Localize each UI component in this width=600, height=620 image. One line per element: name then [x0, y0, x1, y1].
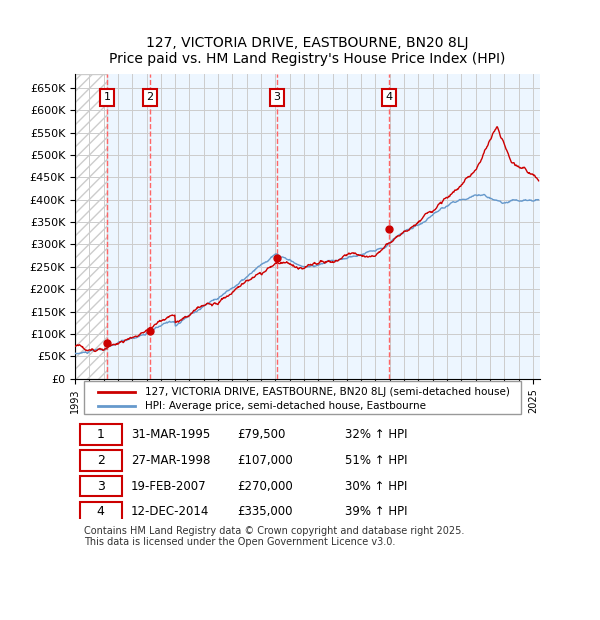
- Text: £107,000: £107,000: [238, 454, 293, 467]
- Text: 39% ↑ HPI: 39% ↑ HPI: [344, 505, 407, 518]
- Text: 12-DEC-2014: 12-DEC-2014: [131, 505, 209, 518]
- FancyBboxPatch shape: [80, 476, 121, 497]
- Text: 32% ↑ HPI: 32% ↑ HPI: [344, 428, 407, 441]
- FancyBboxPatch shape: [80, 424, 121, 445]
- Text: Contains HM Land Registry data © Crown copyright and database right 2025.
This d: Contains HM Land Registry data © Crown c…: [84, 526, 464, 547]
- Text: 1: 1: [97, 428, 104, 441]
- Text: £335,000: £335,000: [238, 505, 293, 518]
- Text: 3: 3: [97, 480, 104, 492]
- Text: 127, VICTORIA DRIVE, EASTBOURNE, BN20 8LJ (semi-detached house): 127, VICTORIA DRIVE, EASTBOURNE, BN20 8L…: [145, 387, 509, 397]
- Bar: [75, 74, 107, 379]
- FancyBboxPatch shape: [84, 381, 521, 414]
- Text: HPI: Average price, semi-detached house, Eastbourne: HPI: Average price, semi-detached house,…: [145, 401, 426, 410]
- FancyBboxPatch shape: [80, 502, 121, 522]
- Bar: [107, 74, 540, 379]
- Text: 1: 1: [104, 92, 110, 102]
- Text: 4: 4: [386, 92, 393, 102]
- Text: 51% ↑ HPI: 51% ↑ HPI: [344, 454, 407, 467]
- Text: 31-MAR-1995: 31-MAR-1995: [131, 428, 210, 441]
- Text: 19-FEB-2007: 19-FEB-2007: [131, 480, 206, 492]
- Text: £79,500: £79,500: [238, 428, 286, 441]
- Text: 4: 4: [97, 505, 104, 518]
- Text: 30% ↑ HPI: 30% ↑ HPI: [344, 480, 407, 492]
- FancyBboxPatch shape: [80, 450, 121, 471]
- Text: 2: 2: [146, 92, 154, 102]
- Text: £270,000: £270,000: [238, 480, 293, 492]
- Text: 27-MAR-1998: 27-MAR-1998: [131, 454, 210, 467]
- Text: 2: 2: [97, 454, 104, 467]
- Text: 3: 3: [274, 92, 281, 102]
- Title: 127, VICTORIA DRIVE, EASTBOURNE, BN20 8LJ
Price paid vs. HM Land Registry's Hous: 127, VICTORIA DRIVE, EASTBOURNE, BN20 8L…: [109, 36, 506, 66]
